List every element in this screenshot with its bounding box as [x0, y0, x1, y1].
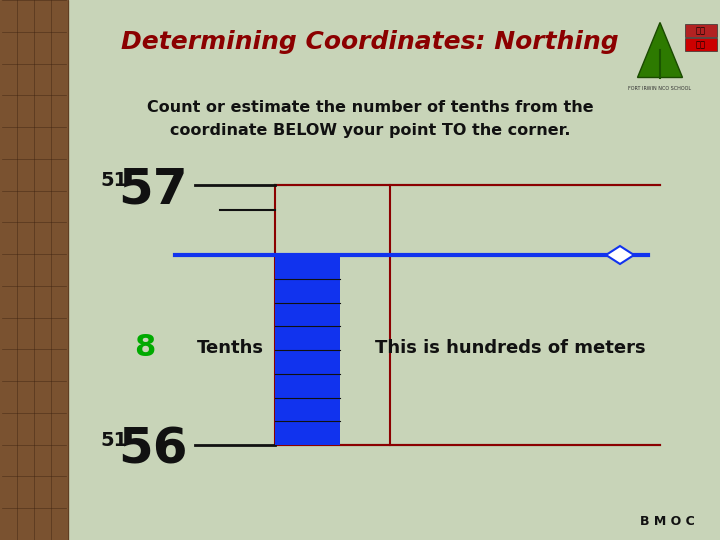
Text: Count or estimate the number of tenths from the: Count or estimate the number of tenths f… — [147, 100, 593, 116]
Text: 🇺🇸: 🇺🇸 — [696, 26, 706, 36]
Text: 8: 8 — [135, 334, 156, 362]
Bar — [275, 255, 340, 445]
Text: coordinate BELOW your point TO the corner.: coordinate BELOW your point TO the corne… — [170, 123, 570, 138]
Bar — [685, 24, 716, 37]
Text: This is hundreds of meters: This is hundreds of meters — [374, 339, 645, 357]
Polygon shape — [606, 246, 634, 264]
Text: Tenths: Tenths — [197, 339, 264, 357]
Bar — [0, 0, 68, 540]
Text: 51: 51 — [100, 431, 127, 450]
Polygon shape — [637, 23, 683, 78]
Text: FORT IRWIN NCO SCHOOL: FORT IRWIN NCO SCHOOL — [629, 85, 692, 91]
Bar — [685, 38, 716, 51]
Text: 🇨🇦: 🇨🇦 — [696, 40, 706, 50]
Text: 57: 57 — [118, 165, 188, 213]
Text: 51: 51 — [100, 171, 127, 190]
Text: Determining Coordinates: Northing: Determining Coordinates: Northing — [121, 30, 618, 54]
Text: B M O C: B M O C — [640, 515, 695, 528]
Text: 56: 56 — [118, 425, 187, 473]
